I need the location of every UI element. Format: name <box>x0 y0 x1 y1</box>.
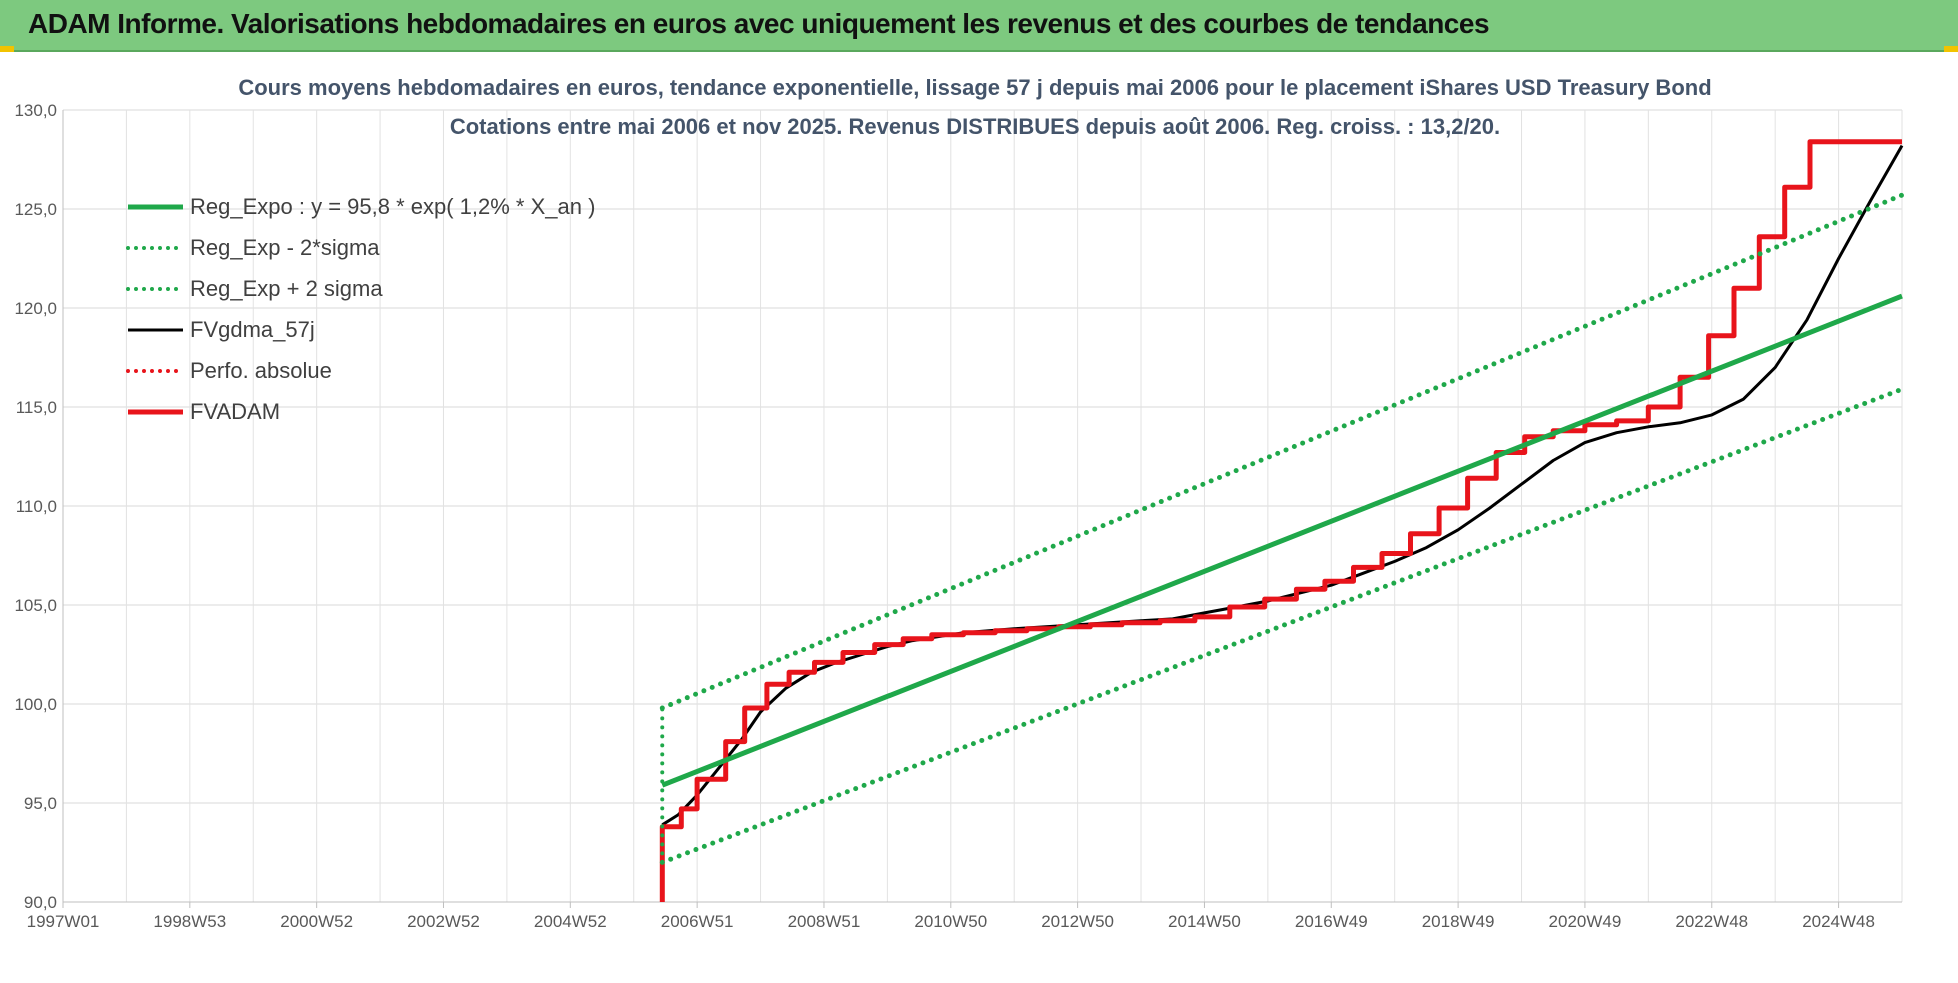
chart-series <box>659 139 1905 902</box>
x-tick-label: 2014W50 <box>1168 912 1241 931</box>
x-tick-label: 2010W50 <box>914 912 987 931</box>
report-title: ADAM Informe. Valorisations hebdomadaire… <box>28 8 1490 39</box>
x-tick-label: 2004W52 <box>534 912 607 931</box>
y-tick-label: 100,0 <box>14 695 57 714</box>
x-tick-label: 2006W51 <box>661 912 734 931</box>
series-line-2 <box>659 192 1905 711</box>
y-tick-label: 90,0 <box>24 893 57 912</box>
x-tick-label: 2002W52 <box>407 912 480 931</box>
chart-legend: Reg_Expo : y = 95,8 * exp( 1,2% * X_an )… <box>126 194 595 424</box>
y-tick-label: 110,0 <box>16 497 57 516</box>
legend-label-2: Reg_Exp + 2 sigma <box>190 276 383 301</box>
y-tick-label: 120,0 <box>14 299 57 318</box>
legend-label-3: FVgdma_57j <box>190 317 315 342</box>
legend-label-5: FVADAM <box>190 399 280 424</box>
banner-corner-left <box>0 46 14 52</box>
x-axis: 1997W01 1998W53 2000W52 2002W52 2004W52 2006W… <box>27 902 1875 931</box>
chart-area: 90,0 95,0 100,0 105,0 110,0 115,0 120,0 125,0 13… <box>0 52 1958 978</box>
x-tick-label: 2008W51 <box>788 912 861 931</box>
series-line-0 <box>661 293 1903 788</box>
chart-title: Cours moyens hebdomadaires en euros, ten… <box>238 75 1711 100</box>
y-tick-label: 115,0 <box>16 398 57 417</box>
x-tick-label: 2018W49 <box>1422 912 1495 931</box>
series-line-1 <box>659 386 1905 865</box>
x-tick-label: 2024W48 <box>1802 912 1875 931</box>
y-axis: 90,0 95,0 100,0 105,0 110,0 115,0 120,0 125,0 13… <box>14 101 57 912</box>
x-tick-label: 2000W52 <box>280 912 353 931</box>
chart-subtitle: Cotations entre mai 2006 et nov 2025. Re… <box>450 114 1500 139</box>
chart-grid <box>62 109 1903 903</box>
y-tick-label: 130,0 <box>14 101 57 120</box>
x-tick-label: 1997W01 <box>27 912 100 931</box>
y-tick-label: 95,0 <box>24 794 57 813</box>
x-tick-label: 2022W48 <box>1675 912 1748 931</box>
legend-label-4: Perfo. absolue <box>190 358 332 383</box>
y-tick-label: 105,0 <box>14 596 57 615</box>
legend-label-0: Reg_Expo : y = 95,8 * exp( 1,2% * X_an ) <box>190 194 595 219</box>
y-tick-label: 125,0 <box>14 200 57 219</box>
valuation-line-chart: 90,0 95,0 100,0 105,0 110,0 115,0 120,0 125,0 13… <box>0 52 1958 978</box>
legend-label-1: Reg_Exp - 2*sigma <box>190 235 380 260</box>
banner-corner-right <box>1944 46 1958 52</box>
report-banner: ADAM Informe. Valorisations hebdomadaire… <box>0 0 1958 52</box>
x-tick-label: 1998W53 <box>153 912 226 931</box>
x-tick-label: 2020W49 <box>1549 912 1622 931</box>
x-tick-label: 2016W49 <box>1295 912 1368 931</box>
x-tick-label: 2012W50 <box>1041 912 1114 931</box>
